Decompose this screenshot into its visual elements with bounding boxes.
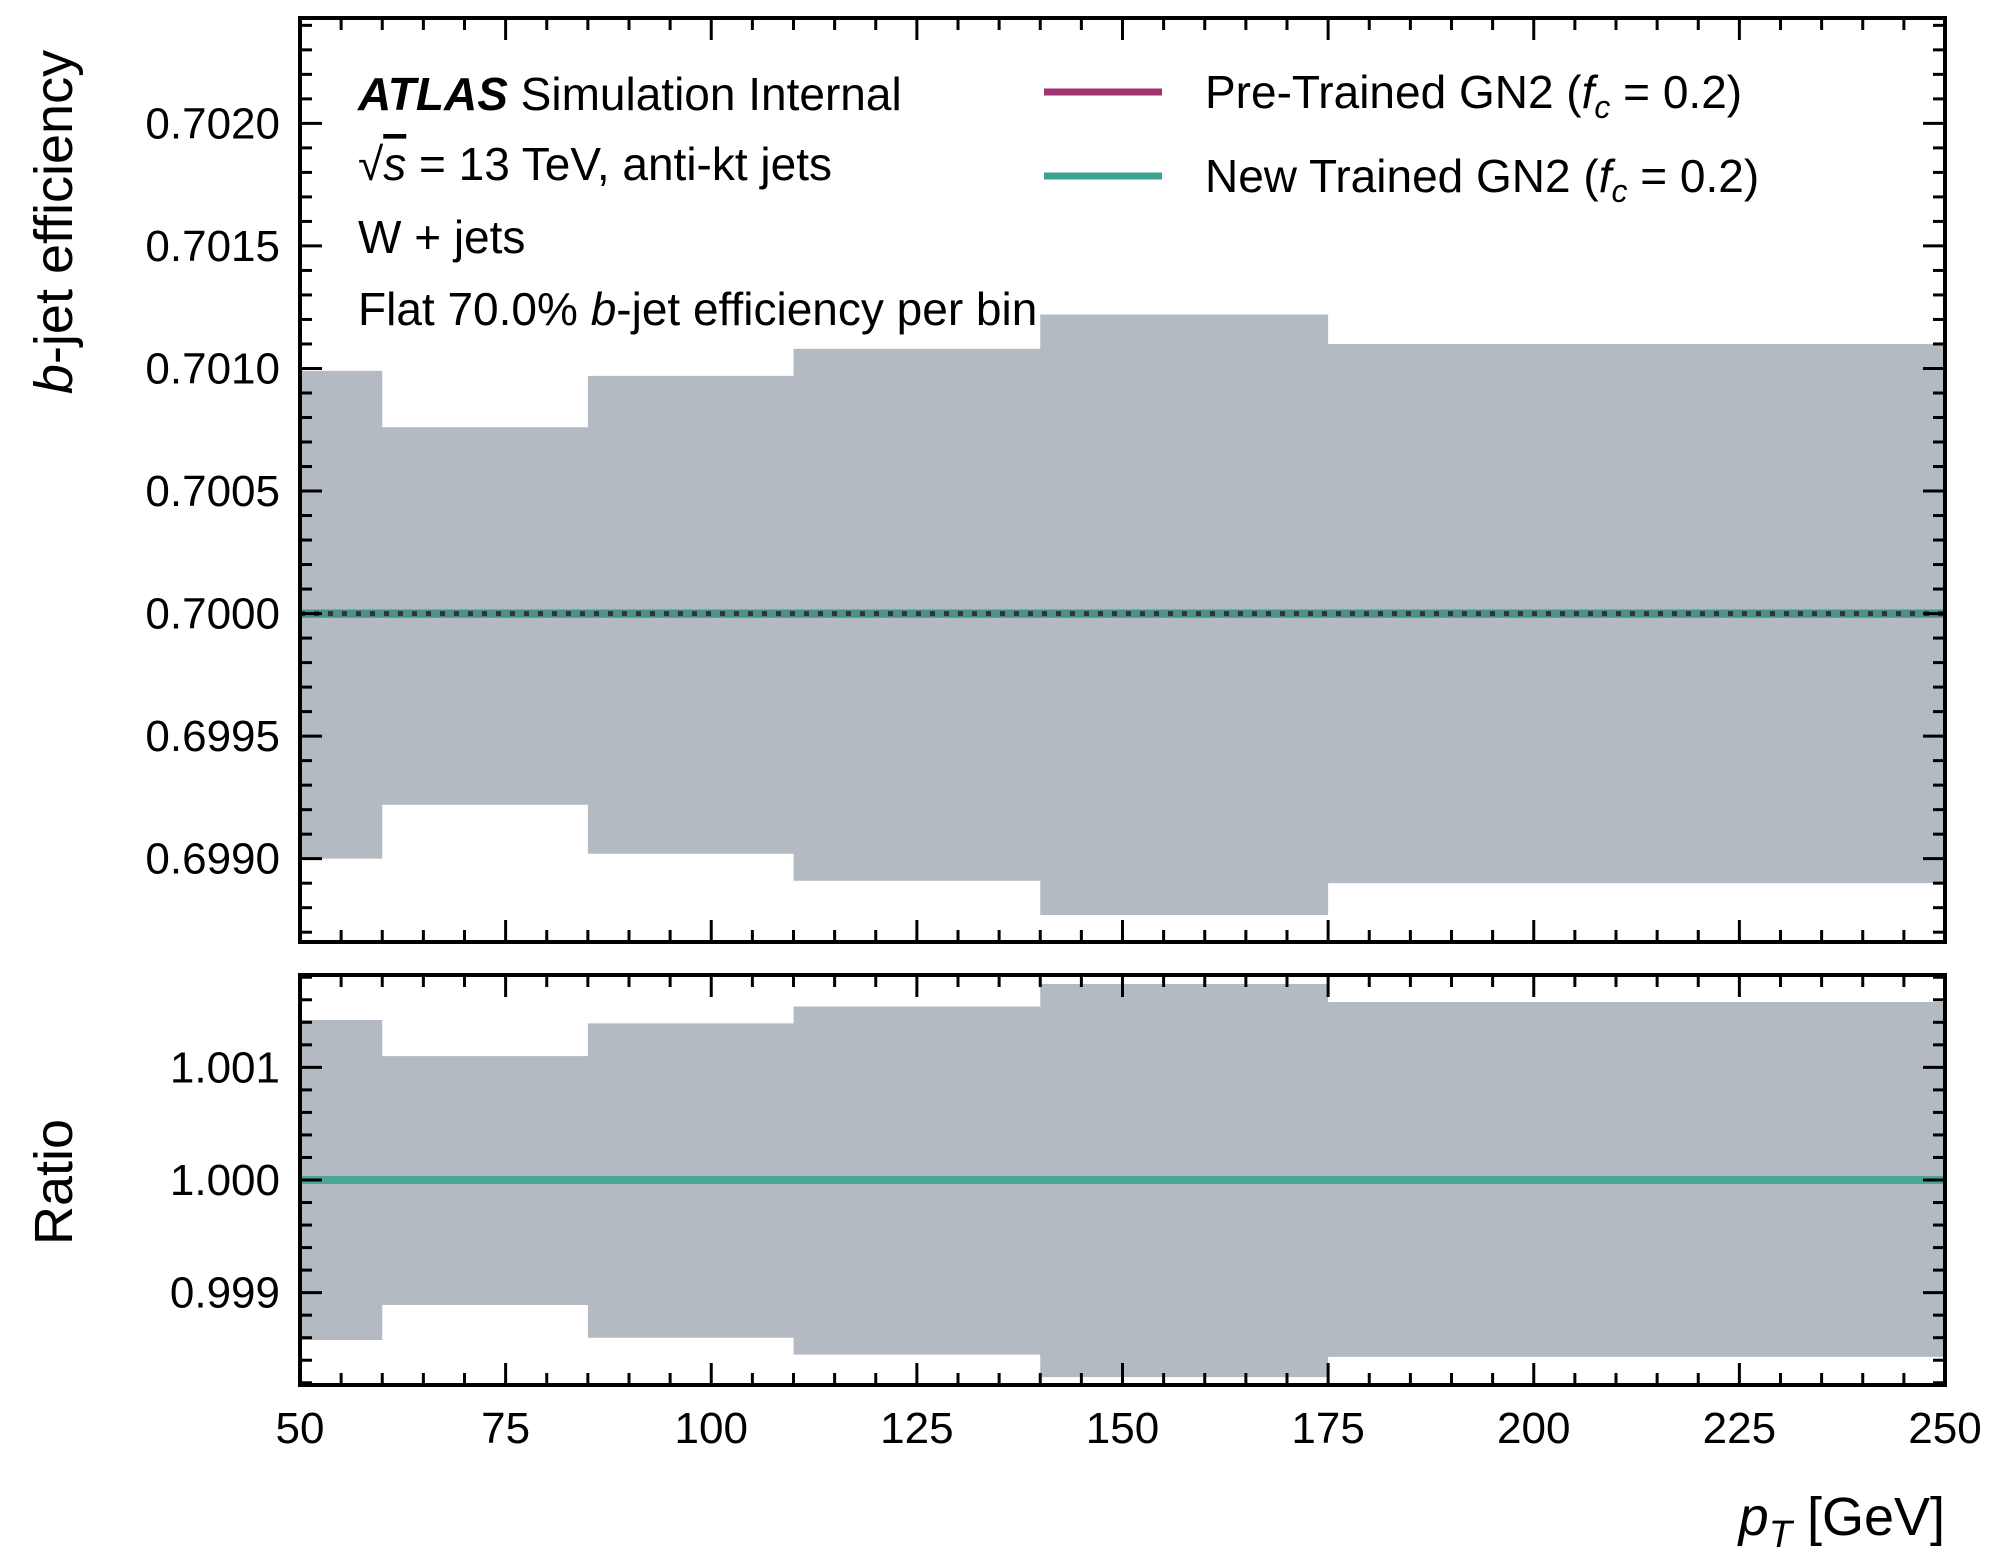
x-tick-labels: 50 75 100 125 150 175 200 225 250 <box>276 1404 1982 1453</box>
x-axis-label-var: p <box>1737 1487 1769 1547</box>
ratio-y-axis-label: Ratio <box>24 1119 84 1245</box>
ratio-frame <box>298 973 1947 1387</box>
main-ytick-label: 0.7015 <box>145 222 280 271</box>
energy-s: s <box>383 138 406 190</box>
x-axis-label-unit: [GeV] <box>1792 1487 1945 1547</box>
main-ytick-label: 0.7005 <box>145 467 280 516</box>
ratio-y-tick-labels: 0.999 1.000 1.001 <box>170 1043 280 1317</box>
x-tick-label: 75 <box>481 1404 530 1453</box>
sqrt-symbol: √ <box>358 138 384 190</box>
x-tick-label: 100 <box>675 1404 748 1453</box>
main-y-axis-label: b-jet efficiency <box>24 50 84 394</box>
ratio-ytick-label: 0.999 <box>170 1269 280 1318</box>
legend-label-newtrained: New Trained GN2 (fc = 0.2) <box>1205 150 1759 209</box>
x-tick-label: 200 <box>1497 1404 1570 1453</box>
x-tick-label: 50 <box>276 1404 325 1453</box>
legend-newtrained-fc-rest: = 0.2) <box>1627 150 1759 202</box>
x-tick-label: 175 <box>1291 1404 1364 1453</box>
x-tick-label: 150 <box>1086 1404 1159 1453</box>
x-axis-label-sub: T <box>1769 1514 1795 1556</box>
wp-var: b <box>591 283 617 335</box>
main-y-tick-labels: 0.6990 0.6995 0.7000 0.7005 0.7010 0.7015 0.70… <box>145 99 280 883</box>
legend-pretrained-fc-sub: c <box>1594 89 1610 125</box>
main-y-axis-label-text: -jet efficiency <box>24 50 84 364</box>
legend-pretrained-fc: f <box>1582 66 1599 118</box>
x-axis-label: pT [GeV] <box>1737 1487 1945 1556</box>
legend-pretrained-text: Pre-Trained GN2 ( <box>1205 66 1582 118</box>
x-tick-label: 250 <box>1908 1404 1981 1453</box>
legend-label-pretrained: Pre-Trained GN2 (fc = 0.2) <box>1205 66 1742 125</box>
legend-pretrained-fc-rest: = 0.2) <box>1610 66 1742 118</box>
legend: Pre-Trained GN2 (fc = 0.2) New Trained G… <box>1044 66 1759 209</box>
ratio-ytick-label: 1.000 <box>170 1156 280 1205</box>
main-panel: 0.6990 0.6995 0.7000 0.7005 0.7010 0.7015 0.70… <box>24 16 1947 944</box>
main-ytick-label: 0.7010 <box>145 344 280 393</box>
energy-label: √s = 13 TeV, anti-kt jets <box>358 138 832 190</box>
legend-newtrained-fc-sub: c <box>1611 173 1627 209</box>
simulation-internal-text: Simulation Internal <box>508 68 902 120</box>
wp-prefix: Flat 70.0% <box>358 283 591 335</box>
x-tick-label: 225 <box>1703 1404 1776 1453</box>
ratio-panel: 0.999 1.000 1.001 50 75 100 125 150 175 200 225 25… <box>24 973 1982 1556</box>
x-tick-label: 125 <box>880 1404 953 1453</box>
main-ytick-label: 0.6990 <box>145 835 280 884</box>
main-ytick-label: 0.6995 <box>145 712 280 761</box>
wp-text: -jet efficiency per bin <box>616 283 1037 335</box>
main-ytick-label: 0.7020 <box>145 99 280 148</box>
atlas-label: ATLAS Simulation Internal <box>357 68 902 120</box>
ratio-ytick-label: 1.001 <box>170 1043 280 1092</box>
main-y-axis-label-var: b <box>24 364 84 394</box>
main-frame <box>298 16 1947 944</box>
main-ytick-label: 0.7000 <box>145 590 280 639</box>
legend-newtrained-fc: f <box>1599 150 1616 202</box>
working-point-label: Flat 70.0% b-jet efficiency per bin <box>358 283 1037 335</box>
process-label: W + jets <box>358 211 525 263</box>
legend-newtrained-text: New Trained GN2 ( <box>1205 150 1599 202</box>
energy-text: = 13 TeV, anti-kt jets <box>406 138 832 190</box>
atlas-logo-text: ATLAS <box>357 68 508 120</box>
